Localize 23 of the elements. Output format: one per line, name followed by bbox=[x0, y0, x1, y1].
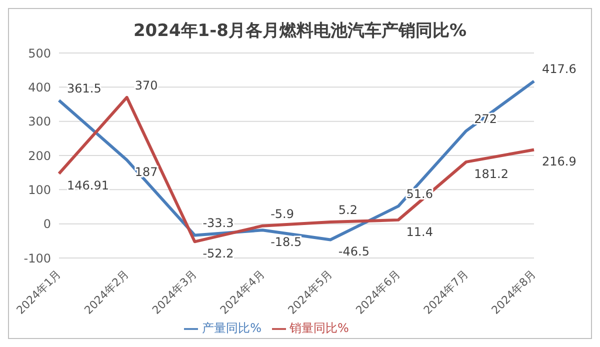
y-tick-label: 300 bbox=[28, 114, 51, 129]
data-label: 417.6 bbox=[542, 62, 576, 76]
y-tick-label: 100 bbox=[28, 182, 51, 197]
y-tick-label: 200 bbox=[28, 148, 51, 163]
data-label: 11.4 bbox=[406, 224, 434, 239]
legend-label: 产量同比% bbox=[202, 321, 262, 335]
legend-label: 销量同比% bbox=[290, 321, 349, 335]
data-label: 361.5 bbox=[67, 81, 102, 96]
data-label: -18.5 bbox=[270, 235, 302, 250]
y-tick-label: 400 bbox=[28, 80, 51, 94]
data-label: 5.2 bbox=[338, 203, 358, 218]
data-label: -52.2 bbox=[202, 246, 234, 261]
data-label: 181.2 bbox=[474, 166, 508, 181]
data-label: -33.3 bbox=[202, 216, 234, 230]
y-tick-label: -100 bbox=[24, 251, 51, 266]
data-label: -5.9 bbox=[270, 206, 294, 221]
y-tick-label: 500 bbox=[28, 46, 51, 60]
data-label: -46.5 bbox=[338, 244, 370, 259]
y-tick-label: 0 bbox=[43, 217, 51, 232]
data-label: 146.91 bbox=[67, 178, 109, 193]
data-label: 370 bbox=[134, 78, 158, 92]
data-label: 216.9 bbox=[542, 154, 576, 169]
chart-title: 2024年1-8月各月燃料电池汽车产销同比% bbox=[132, 20, 468, 43]
